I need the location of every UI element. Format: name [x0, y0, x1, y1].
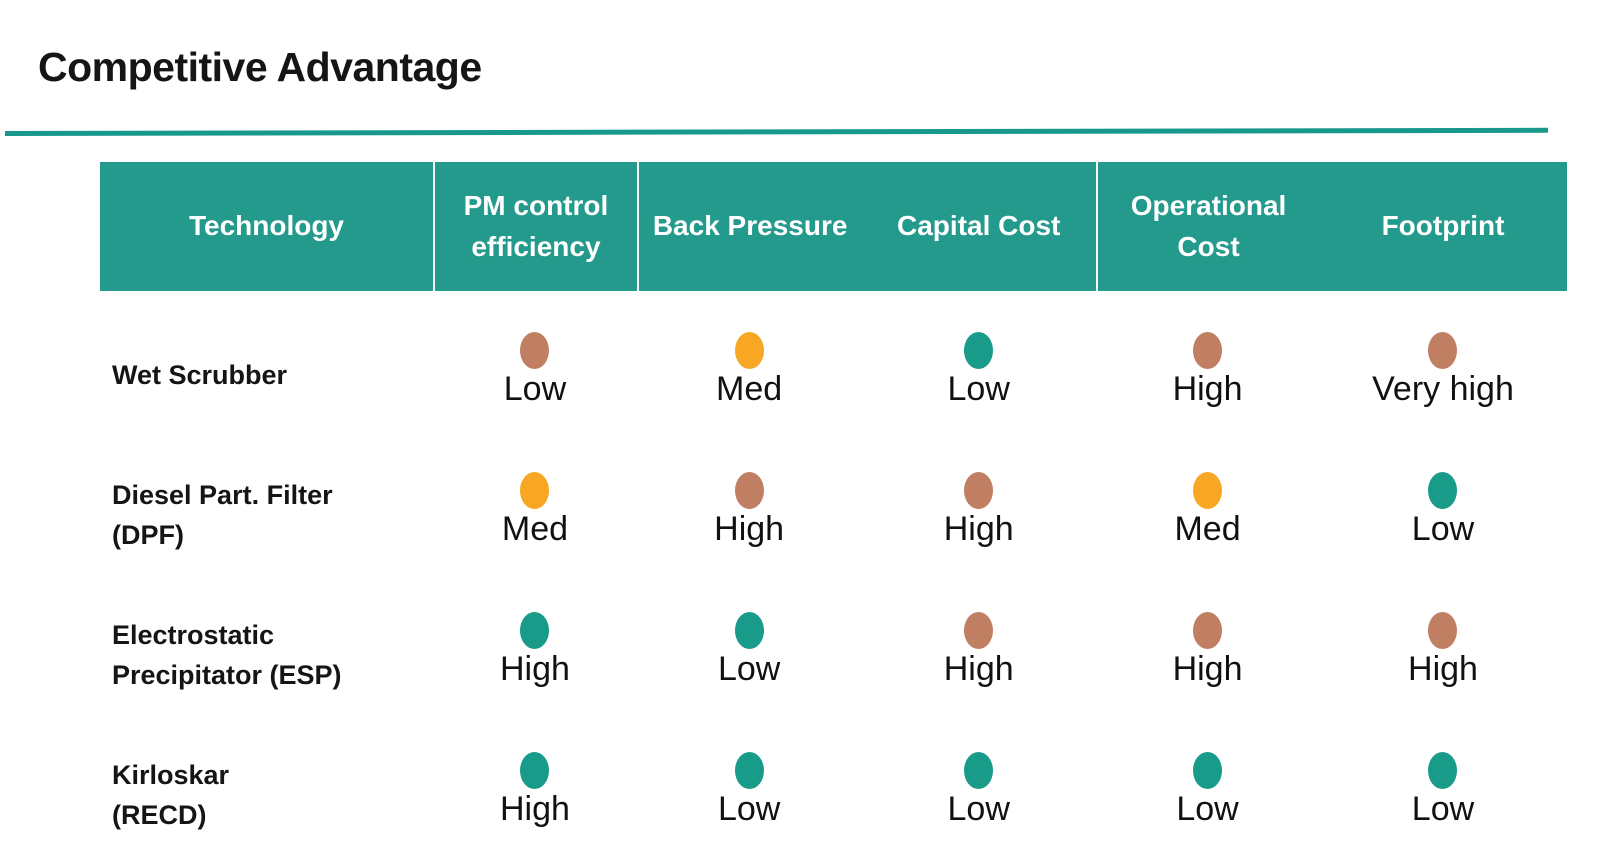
column-header-pm-control-efficiency: PM control efficiency — [433, 162, 637, 291]
rating-cell: Low — [1096, 725, 1319, 861]
rating-label: Low — [717, 789, 781, 828]
rating-label: Low — [717, 649, 781, 688]
rating-label: Low — [947, 369, 1010, 408]
rating-dot — [1428, 611, 1458, 649]
rating-cell: Low — [637, 725, 861, 861]
rating-cell: Med — [1096, 445, 1319, 585]
rating-label: High — [499, 649, 570, 688]
rating-label: Low — [1176, 789, 1239, 828]
rating-dot — [1428, 331, 1458, 369]
technology-name: Wet Scrubber — [112, 359, 288, 390]
column-header-operational-cost: Operational Cost — [1096, 162, 1319, 291]
table-row-electrostatic-precipitator: Electrostatic Precipitator (ESP) High Lo… — [100, 585, 1567, 725]
technology-name: Kirloskar (RECD) — [112, 759, 230, 831]
rating-cell: Low — [637, 585, 861, 725]
rating-label: High — [1172, 369, 1243, 408]
rating-dot — [734, 471, 764, 509]
rating-label: High — [943, 509, 1014, 548]
rating-cell: Low — [1319, 725, 1567, 861]
rating-cell: High — [1096, 305, 1319, 445]
rating-dot — [1193, 611, 1223, 649]
rating-cell: Low — [433, 305, 637, 445]
rating-dot — [1428, 471, 1458, 509]
table-header-row: Technology PM control efficiency Back Pr… — [100, 162, 1567, 291]
rating-dot — [1193, 471, 1223, 509]
rating-dot — [520, 471, 550, 509]
rating-cell: Med — [433, 445, 637, 585]
rating-label: Med — [1174, 509, 1241, 548]
rating-label: High — [714, 509, 785, 548]
rating-label: High — [1408, 649, 1478, 688]
rating-cell: Low — [861, 725, 1096, 861]
rating-label: Low — [947, 789, 1010, 828]
column-header-footprint: Footprint — [1381, 210, 1505, 242]
rating-dot — [520, 331, 550, 369]
technology-name: Diesel Part. Filter (DPF) — [112, 479, 333, 551]
rating-dot — [1193, 751, 1223, 789]
page-title: Competitive Advantage — [38, 44, 482, 90]
rating-label: Med — [716, 369, 783, 408]
rating-dot — [734, 331, 764, 369]
table-body: Wet Scrubber Low Med Low High — [100, 291, 1567, 861]
rating-dot — [1193, 331, 1223, 369]
rating-dot — [520, 611, 550, 649]
rating-dot — [734, 611, 764, 649]
rating-label: Low — [1411, 789, 1475, 828]
rating-cell: High — [637, 445, 861, 585]
column-header-capital-cost: Capital Cost — [897, 210, 1061, 242]
rating-dot — [964, 611, 994, 649]
rating-label: High — [1172, 649, 1243, 688]
table-row-diesel-part-filter: Diesel Part. Filter (DPF) Med High High … — [100, 445, 1567, 585]
table-row-wet-scrubber: Wet Scrubber Low Med Low High — [100, 305, 1567, 445]
rating-label: High — [499, 789, 570, 828]
rating-cell: High — [1096, 585, 1319, 725]
rating-dot — [964, 471, 994, 509]
comparison-table: Technology PM control efficiency Back Pr… — [100, 162, 1567, 861]
rating-label: Med — [501, 509, 569, 548]
rating-cell: Very high — [1319, 305, 1567, 445]
rating-dot — [520, 751, 550, 789]
rating-cell: Low — [1319, 445, 1567, 585]
rating-cell: High — [861, 585, 1096, 725]
rating-dot — [964, 331, 994, 369]
technology-name: Electrostatic Precipitator (ESP) — [112, 619, 342, 691]
rating-cell: High — [433, 725, 637, 861]
title-underline — [4, 127, 1549, 136]
rating-cell: Med — [637, 305, 861, 445]
rating-cell: High — [861, 445, 1096, 585]
rating-cell: High — [433, 585, 637, 725]
column-header-technology: Technology — [188, 210, 345, 242]
rating-dot — [1428, 751, 1458, 789]
rating-dot — [964, 751, 994, 789]
rating-cell: Low — [861, 305, 1096, 445]
rating-cell: High — [1319, 585, 1567, 725]
column-header-back-pressure: Back Pressure — [636, 162, 861, 291]
rating-label: High — [943, 649, 1014, 688]
table-row-kirloskar-recd: Kirloskar (RECD) High Low Low Low — [100, 725, 1567, 861]
rating-label: Low — [1411, 509, 1475, 548]
rating-label: Low — [503, 369, 567, 408]
rating-label: Very high — [1372, 369, 1514, 408]
rating-dot — [734, 751, 764, 789]
